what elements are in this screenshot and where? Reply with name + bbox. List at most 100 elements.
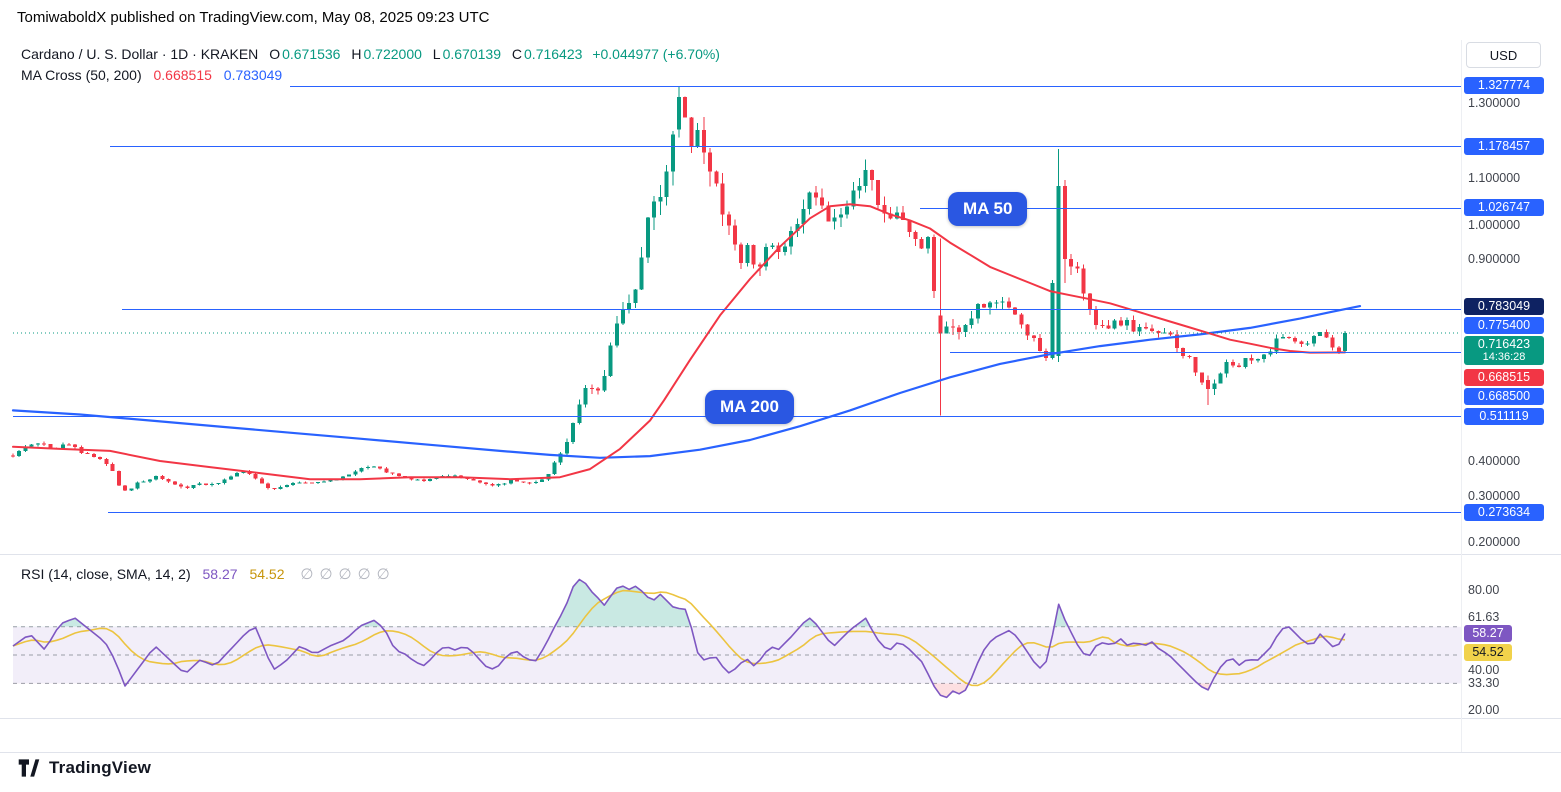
currency-button[interactable]: USD: [1466, 42, 1541, 68]
candle-body: [284, 485, 289, 487]
candle-body: [521, 481, 526, 483]
candle-body: [832, 217, 837, 222]
candle-body: [1075, 266, 1080, 269]
candle-body: [596, 388, 601, 391]
candle-body: [1137, 326, 1142, 332]
candle-body: [340, 476, 345, 480]
candle-body: [1336, 347, 1341, 352]
candle-body: [266, 483, 271, 489]
candle-body: [185, 486, 190, 489]
candle-body: [583, 387, 588, 405]
candle-body: [104, 458, 109, 465]
countdown-timer: 14:36:28: [1482, 350, 1526, 363]
scale-tick-20.00: 20.00: [1468, 703, 1500, 717]
candle-body: [23, 446, 28, 451]
candle-body: [863, 169, 868, 186]
ma50-callout: MA 50: [948, 192, 1028, 226]
candle-body: [1150, 328, 1155, 331]
candle-body: [452, 475, 457, 477]
scale-tick-61.63: 61.63: [1468, 610, 1500, 624]
candle-body: [1274, 338, 1279, 352]
candle-body: [876, 179, 881, 206]
ma200-value: 0.783049: [223, 67, 283, 83]
rsi-overbought-fill: [13, 579, 1345, 627]
candle-body: [639, 257, 644, 290]
candle-body: [278, 486, 283, 490]
footer-divider: [0, 752, 1561, 753]
chart-canvas[interactable]: [0, 0, 1461, 718]
candle-body: [540, 479, 545, 482]
candle-body: [1118, 320, 1123, 326]
candle-body: [1125, 320, 1130, 326]
candle-body: [620, 309, 625, 324]
candle-body: [1069, 258, 1074, 267]
candle-body: [1143, 326, 1148, 329]
candle-body: [795, 224, 800, 231]
candle-body: [857, 185, 862, 191]
rsi-ma-value: 54.52: [249, 566, 285, 582]
candle-body: [739, 244, 744, 263]
candle-body: [1094, 309, 1099, 326]
symbol-legend: Cardano / U. S. Dollar · 1D · KRAKEN O 0.…: [21, 46, 720, 62]
candle-body: [701, 130, 706, 153]
rsi-value: 58.27: [202, 566, 238, 582]
candle-body: [558, 453, 563, 463]
candle-body: [789, 230, 794, 247]
time-axis-divider: [0, 718, 1561, 719]
candle-body: [1324, 331, 1329, 338]
candle-body: [552, 462, 557, 475]
candle-body: [502, 483, 507, 485]
ohlc-open-value: 0.671536: [282, 46, 341, 62]
candle-body: [1343, 333, 1347, 352]
candle-body: [975, 303, 980, 319]
ohlc-high-value: 0.722000: [363, 46, 422, 62]
candle-body: [726, 214, 731, 226]
candle-body: [160, 475, 165, 479]
candle-body: [1131, 320, 1136, 332]
candle-body: [1056, 185, 1061, 356]
candle-body: [421, 479, 426, 482]
candle-body: [11, 455, 15, 457]
candle-body: [664, 171, 669, 197]
candle-body: [571, 422, 576, 443]
tradingview-logo[interactable]: TradingView: [17, 756, 151, 780]
candle-body: [409, 476, 414, 480]
candle-body: [770, 245, 775, 247]
candle-body: [733, 225, 738, 245]
scale-tick-1.100000: 1.100000: [1468, 170, 1521, 185]
candle-body: [484, 482, 489, 485]
candle-body: [1237, 365, 1242, 368]
candle-body: [1031, 335, 1036, 339]
scale-badge-54.52: 54.52: [1464, 644, 1512, 661]
candle-body: [913, 231, 918, 240]
candle-body: [1230, 362, 1235, 366]
time-axis[interactable]: AugSepOctNovDec2025FebMarAprMayJun: [0, 718, 1461, 752]
candle-body: [932, 236, 937, 291]
candle-body: [851, 190, 856, 207]
candle-body: [1013, 307, 1018, 315]
candle-body: [919, 239, 924, 249]
candle-body: [1293, 337, 1298, 342]
candle-body: [813, 192, 818, 198]
candle-body: [944, 326, 949, 334]
candle-body: [907, 219, 912, 232]
candle-body: [1243, 358, 1248, 368]
ma-cross-name: MA Cross (50, 200): [21, 67, 142, 83]
candle-body: [85, 452, 90, 454]
candle-body: [272, 488, 277, 490]
scale-badge-1.178457: 1.178457: [1464, 137, 1544, 155]
scale-tick-1.300000: 1.300000: [1468, 96, 1521, 111]
rsi-name: RSI (14, close, SMA, 14, 2): [21, 566, 191, 582]
candle-body: [303, 482, 308, 484]
candle-body: [1106, 325, 1111, 329]
candle-body: [35, 443, 40, 445]
candle-body: [259, 478, 264, 484]
candle-body: [994, 302, 999, 304]
candle-body: [1062, 185, 1067, 259]
scale-badge-58.27: 58.27: [1464, 625, 1512, 642]
scale-badge-0.668500: 0.668500: [1464, 387, 1544, 405]
candle-body: [764, 246, 769, 267]
candle-body: [197, 483, 202, 486]
candle-body: [490, 484, 495, 486]
candle-body: [1156, 330, 1161, 333]
